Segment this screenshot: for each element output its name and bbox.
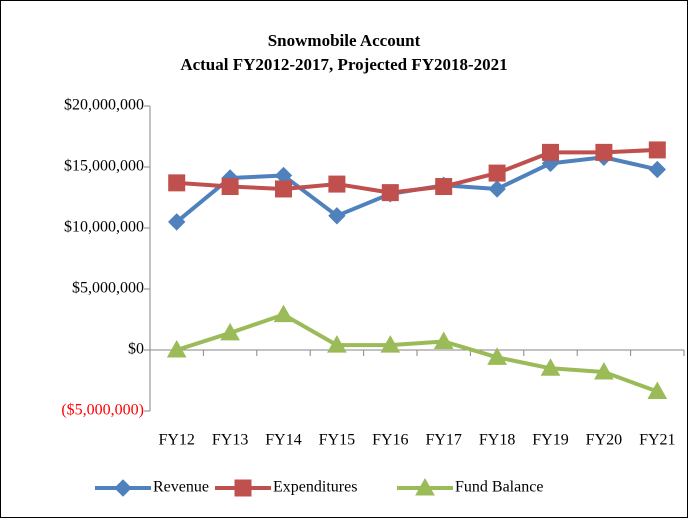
series-line (176, 147, 658, 195)
marker-square (595, 143, 613, 161)
legend-label: Revenue (153, 479, 209, 496)
marker-triangle (166, 339, 187, 358)
marker-square (488, 164, 506, 182)
marker-triangle (433, 331, 454, 349)
marker-diamond (648, 160, 667, 179)
x-tick-label: FY20 (586, 432, 622, 449)
x-tick-label: FY12 (158, 432, 194, 449)
marker-square (435, 178, 453, 196)
x-tick-label: FY21 (639, 432, 675, 449)
y-tick-label: $10,000,000 (64, 219, 144, 236)
marker-square (328, 175, 346, 193)
chart-title: Snowmobile Account (268, 31, 421, 50)
y-tick-label: $0 (128, 341, 144, 358)
legend-marker (415, 477, 435, 496)
y-tick-label: $5,000,000 (72, 280, 144, 297)
y-tick-label: ($5,000,000) (61, 402, 144, 419)
legend-marker (234, 479, 252, 497)
x-tick-label: FY15 (319, 432, 355, 449)
marker-triangle (327, 335, 347, 353)
legend-label: Fund Balance (455, 479, 543, 496)
marker-triangle (540, 358, 561, 376)
x-tick-label: FY16 (372, 432, 408, 449)
marker-square (168, 174, 186, 192)
marker-square (542, 143, 559, 161)
x-tick-label: FY17 (425, 432, 461, 449)
legend-label: Expenditures (273, 479, 357, 496)
marker-square (275, 180, 292, 198)
marker-triangle (273, 304, 294, 323)
marker-triangle (647, 381, 668, 399)
y-tick-label: $20,000,000 (64, 97, 144, 114)
marker-square (648, 141, 666, 159)
x-tick-label: FY14 (265, 432, 301, 449)
marker-square (221, 178, 239, 196)
marker-square (381, 184, 399, 202)
series-line (176, 312, 658, 394)
marker-triangle (380, 335, 401, 353)
x-tick-label: FY19 (532, 432, 568, 449)
marker-triangle (487, 347, 507, 365)
x-tick-label: FY13 (212, 432, 248, 449)
marker-triangle (594, 361, 614, 380)
marker-diamond (328, 207, 346, 225)
x-tick-label: FY18 (479, 432, 515, 449)
legend-marker (114, 479, 132, 497)
marker-diamond (488, 180, 506, 198)
y-tick-label: $15,000,000 (64, 158, 144, 175)
chart-subtitle: Actual FY2012-2017, Projected FY2018-202… (180, 55, 507, 74)
marker-triangle (220, 322, 240, 341)
marker-diamond (167, 213, 186, 231)
